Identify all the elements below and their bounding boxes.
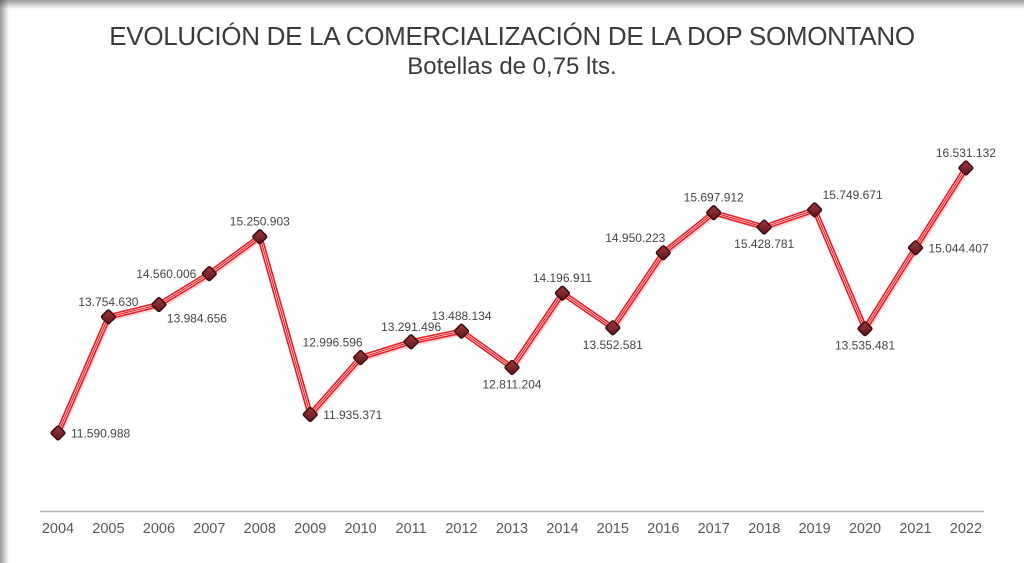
data-point-marker (504, 359, 520, 376)
x-axis-label: 2014 (546, 521, 578, 537)
data-point-marker (353, 350, 369, 366)
x-axis-label: 2005 (92, 521, 124, 537)
data-point-label: 15.044.407 (929, 241, 989, 255)
data-point-marker (605, 320, 621, 336)
data-point-label: 13.552.581 (583, 338, 643, 352)
data-point-marker (453, 323, 470, 339)
data-point-label: 14.950.223 (605, 231, 665, 245)
data-point-label: 15.697.912 (684, 191, 744, 205)
x-axis-label: 2020 (849, 521, 881, 537)
data-point-label: 12.996.596 (303, 336, 363, 350)
x-axis-label: 2010 (344, 521, 376, 537)
series-line-highlight (56, 167, 967, 434)
x-axis-label: 2019 (798, 521, 830, 537)
data-point-label: 11.935.371 (323, 408, 382, 422)
x-axis-label: 2022 (950, 521, 982, 537)
data-point-marker (554, 285, 570, 301)
data-point-label: 13.984.656 (167, 312, 227, 326)
data-point-label: 15.749.671 (823, 188, 883, 202)
data-point-label: 13.488.134 (431, 309, 491, 323)
data-point-marker (907, 240, 924, 256)
data-point-marker (100, 309, 116, 325)
chart-header: EVOLUCIÓN DE LA COMERCIALIZACIÓN DE LA D… (0, 21, 1024, 83)
x-axis-label: 2006 (143, 521, 175, 537)
chart-title: EVOLUCIÓN DE LA COMERCIALIZACIÓN DE LA D… (109, 21, 915, 51)
data-point-label: 14.196.911 (533, 271, 592, 285)
data-point-label: 14.560.006 (136, 267, 196, 281)
x-axis-label: 2018 (748, 521, 780, 537)
data-point-label: 13.291.496 (381, 320, 441, 334)
x-axis-label: 2017 (698, 521, 730, 537)
data-point-label: 16.531.132 (936, 146, 996, 160)
x-axis-label: 2013 (496, 521, 528, 537)
data-point-marker (302, 406, 318, 423)
data-point-marker (958, 160, 974, 176)
x-axis-label: 2012 (445, 521, 477, 537)
data-point-marker (706, 205, 722, 221)
x-axis-label: 2015 (597, 521, 629, 537)
data-point-label: 11.590.988 (71, 427, 130, 441)
series-line-shadow (59, 170, 969, 437)
x-axis-label: 2009 (294, 521, 326, 537)
data-point-marker (857, 321, 873, 337)
data-point-label: 15.250.903 (230, 215, 290, 229)
x-axis-label: 2011 (396, 521, 427, 537)
x-axis-label: 2021 (899, 521, 931, 537)
series-line (55, 166, 969, 435)
chart-subtitle: Botellas de 0,75 lts. (407, 53, 617, 80)
data-point-marker (655, 245, 671, 261)
x-axis-label: 2016 (647, 521, 679, 537)
data-point-marker (807, 202, 823, 218)
data-point-marker (201, 266, 217, 282)
data-point-marker (252, 229, 268, 245)
data-point-label: 15.428.781 (734, 237, 794, 251)
data-point-marker (756, 219, 772, 235)
data-point-label: 12.811.204 (482, 378, 541, 392)
x-axis-label: 2008 (244, 521, 276, 537)
data-point-label: 13.754.630 (78, 295, 138, 309)
series-line-core (57, 167, 967, 434)
data-point-label: 13.535.481 (835, 339, 895, 353)
x-axis-label: 2007 (193, 521, 225, 537)
data-point-marker (151, 297, 167, 313)
x-axis-label: 2004 (42, 521, 74, 537)
data-point-marker (403, 334, 419, 350)
data-point-marker (50, 425, 66, 441)
